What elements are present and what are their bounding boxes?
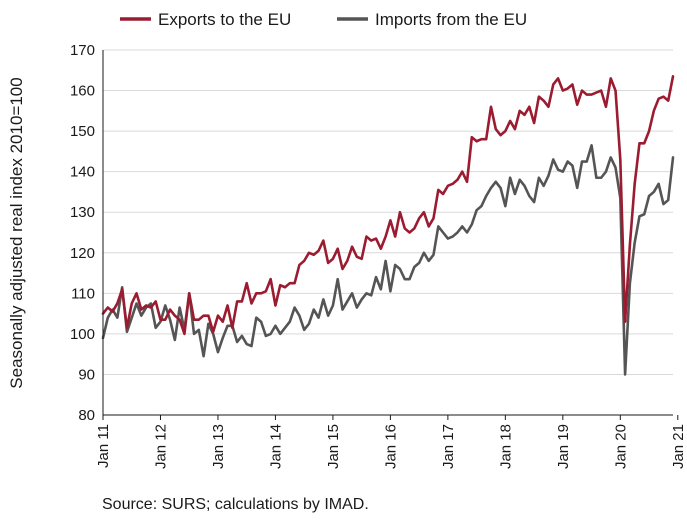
x-tick-label: Jan 15 (325, 424, 342, 469)
x-tick-label: Jan 14 (267, 424, 284, 469)
y-tick-label: 80 (78, 407, 95, 424)
y-tick-label: 160 (70, 83, 95, 100)
x-tick-label: Jan 16 (382, 424, 399, 469)
x-tick-label: Jan 12 (152, 424, 169, 469)
x-tick-labels: Jan 11 Jan 12 Jan 13 Jan 14 Jan 15 Jan 16 Jan … (95, 415, 687, 469)
y-tick-labels: 80 90 100 110 120 130 140 150 160 170 (70, 42, 95, 424)
source-note: Source: SURS; calculations by IMAD. (102, 496, 369, 513)
y-axis-title: Seasonally adjusted real index 2010=100 (7, 77, 26, 388)
y-tick-label: 140 (70, 164, 95, 181)
legend: Exports to the EU Imports from the EU (120, 10, 527, 29)
legend-label-exports: Exports to the EU (158, 10, 291, 29)
series-layer (101, 75, 675, 376)
y-tick-label: 150 (70, 123, 95, 140)
legend-label-imports: Imports from the EU (375, 10, 527, 29)
series-line-exports (101, 75, 675, 336)
y-tick-label: 100 (70, 326, 95, 343)
y-tick-label: 90 (78, 366, 95, 383)
y-tick-label: 130 (70, 204, 95, 221)
x-tick-label: Jan 13 (210, 424, 227, 469)
gridlines (103, 49, 673, 375)
x-tick-label: Jan 17 (440, 424, 457, 469)
y-tick-label: 110 (71, 285, 95, 302)
y-tick-label: 170 (70, 42, 95, 59)
y-tick-label: 120 (70, 245, 95, 262)
x-tick-label: Jan 21 (670, 424, 687, 469)
x-tick-label: Jan 11 (95, 424, 112, 468)
x-tick-label: Jan 18 (497, 424, 514, 469)
axes (102, 50, 673, 416)
x-tick-label: Jan 20 (612, 424, 629, 469)
x-tick-label: Jan 19 (555, 424, 572, 469)
series-line-imports (101, 144, 675, 376)
